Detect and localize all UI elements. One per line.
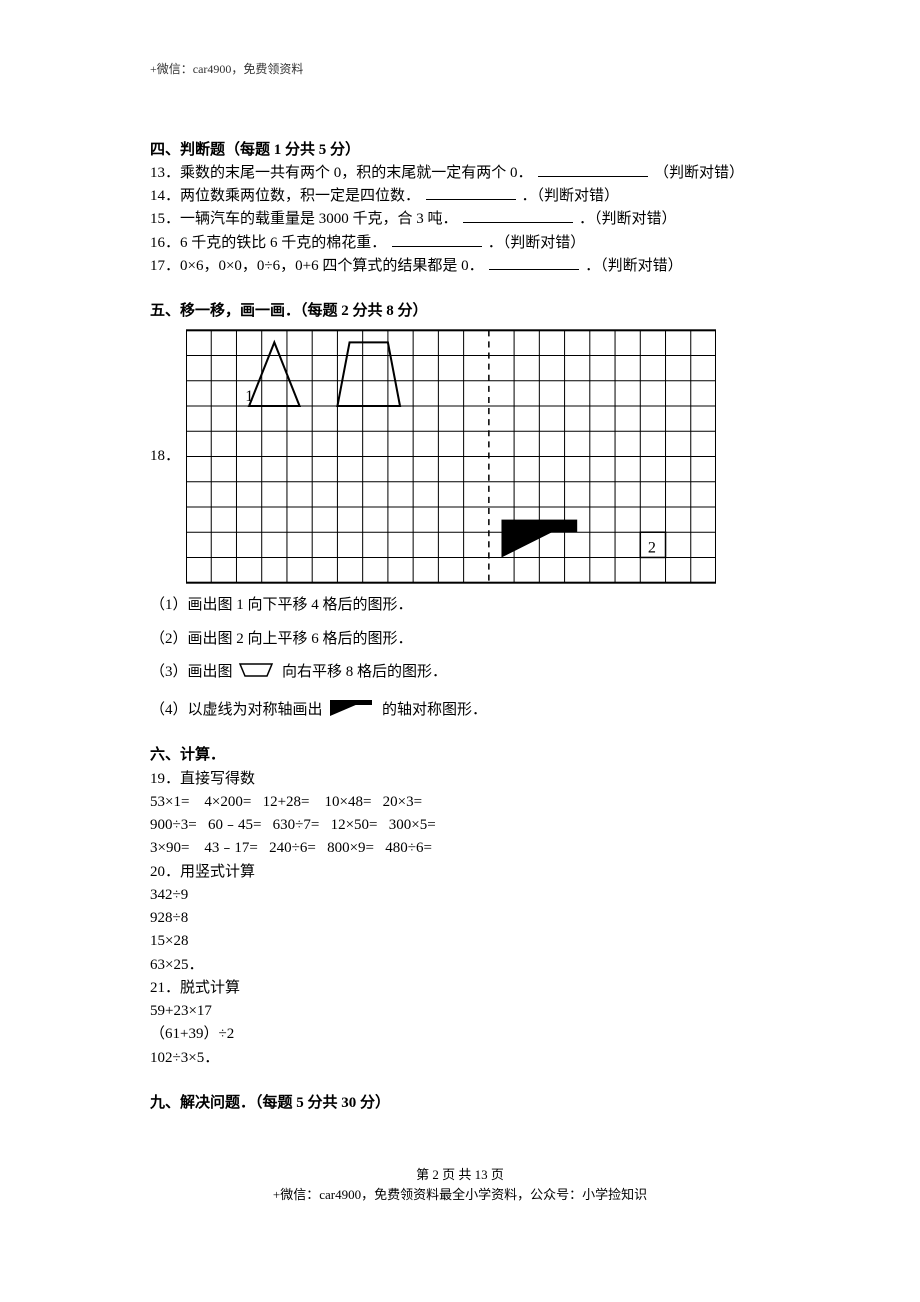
q19-row3: 3×90= 43﹣17= 240÷6= 800×9= 480÷6=	[150, 837, 770, 860]
q18-sub4-a: （4）以虚线为对称轴画出	[150, 702, 323, 718]
q19-row2: 900÷3= 60﹣45= 630÷7= 12×50= 300×5=	[150, 814, 770, 837]
header-note: +微信：car4900，免费领资料	[150, 60, 770, 79]
q19-title: 19．直接写得数	[150, 768, 770, 791]
q14-blank[interactable]	[426, 185, 516, 200]
section-5-title: 五、移一移，画一画．（每题 2 分共 8 分）	[150, 300, 770, 323]
q13: 13．乘数的末尾一共有两个 0，积的末尾就一定有两个 0． （判断对错）	[150, 162, 770, 185]
section-6-title: 六、计算．	[150, 744, 770, 767]
q15-suffix: ．（判断对错）	[579, 211, 677, 227]
q18-sub1: （1）画出图 1 向下平移 4 格后的图形．	[150, 594, 770, 617]
q16-blank[interactable]	[392, 232, 482, 247]
q18-grid-figure: 12	[186, 329, 716, 584]
q14-text: 14．两位数乘两位数，积一定是四位数．	[150, 188, 420, 204]
svg-text:1: 1	[245, 388, 253, 405]
q18-sub3: （3）画出图 向右平移 8 格后的图形．	[150, 661, 770, 684]
q17-suffix: ．（判断对错）	[585, 258, 683, 274]
q18-sub4-b: 的轴对称图形．	[382, 702, 487, 718]
q18-sub3-b: 向右平移 8 格后的图形．	[282, 664, 447, 680]
q13-suffix: （判断对错）	[654, 165, 744, 181]
footer-page: 第 2 页 共 13 页	[150, 1165, 770, 1185]
q21-title: 21．脱式计算	[150, 977, 770, 1000]
q16-suffix: ．（判断对错）	[488, 235, 586, 251]
q18-sub2: （2）画出图 2 向上平移 6 格后的图形．	[150, 628, 770, 651]
q17: 17．0×6，0×0，0÷6，0+6 四个算式的结果都是 0． ．（判断对错）	[150, 255, 770, 278]
q21-c: 102÷3×5．	[150, 1047, 770, 1070]
q20-b: 928÷8	[150, 907, 770, 930]
q13-blank[interactable]	[538, 162, 648, 177]
q14-suffix: ．（判断对错）	[522, 188, 620, 204]
flag-icon	[328, 698, 376, 718]
footer-note: +微信：car4900，免费领资料最全小学资料，公众号：小学捡知识	[150, 1185, 770, 1205]
q18-sub4: （4）以虚线为对称轴画出 的轴对称图形．	[150, 698, 770, 722]
q19-row1: 53×1= 4×200= 12+28= 10×48= 20×3=	[150, 791, 770, 814]
q20-c: 15×28	[150, 930, 770, 953]
q15-text: 15．一辆汽车的载重量是 3000 千克，合 3 吨．	[150, 211, 458, 227]
q14: 14．两位数乘两位数，积一定是四位数． ．（判断对错）	[150, 185, 770, 208]
q20-d: 63×25．	[150, 954, 770, 977]
section-4-title: 四、判断题（每题 1 分共 5 分）	[150, 139, 770, 162]
q18-sub3-a: （3）画出图	[150, 664, 233, 680]
svg-text:2: 2	[648, 540, 656, 557]
q18-number: 18．	[150, 445, 180, 468]
q18-wrapper: 18． 12	[150, 329, 770, 584]
q20-a: 342÷9	[150, 884, 770, 907]
q16: 16．6 千克的铁比 6 千克的棉花重． ．（判断对错）	[150, 232, 770, 255]
q15-blank[interactable]	[463, 208, 573, 223]
q17-blank[interactable]	[489, 255, 579, 270]
q15: 15．一辆汽车的载重量是 3000 千克，合 3 吨． ．（判断对错）	[150, 208, 770, 231]
q13-text: 13．乘数的末尾一共有两个 0，积的末尾就一定有两个 0．	[150, 165, 533, 181]
q17-text: 17．0×6，0×0，0÷6，0+6 四个算式的结果都是 0．	[150, 258, 484, 274]
section-9-title: 九、解决问题．（每题 5 分共 30 分）	[150, 1092, 770, 1115]
q20-title: 20．用竖式计算	[150, 861, 770, 884]
q21-a: 59+23×17	[150, 1000, 770, 1023]
page-footer: 第 2 页 共 13 页 +微信：car4900，免费领资料最全小学资料，公众号…	[150, 1165, 770, 1205]
q16-text: 16．6 千克的铁比 6 千克的棉花重．	[150, 235, 386, 251]
q21-b: （61+39）÷2	[150, 1023, 770, 1046]
trapezoid-icon	[238, 662, 276, 680]
